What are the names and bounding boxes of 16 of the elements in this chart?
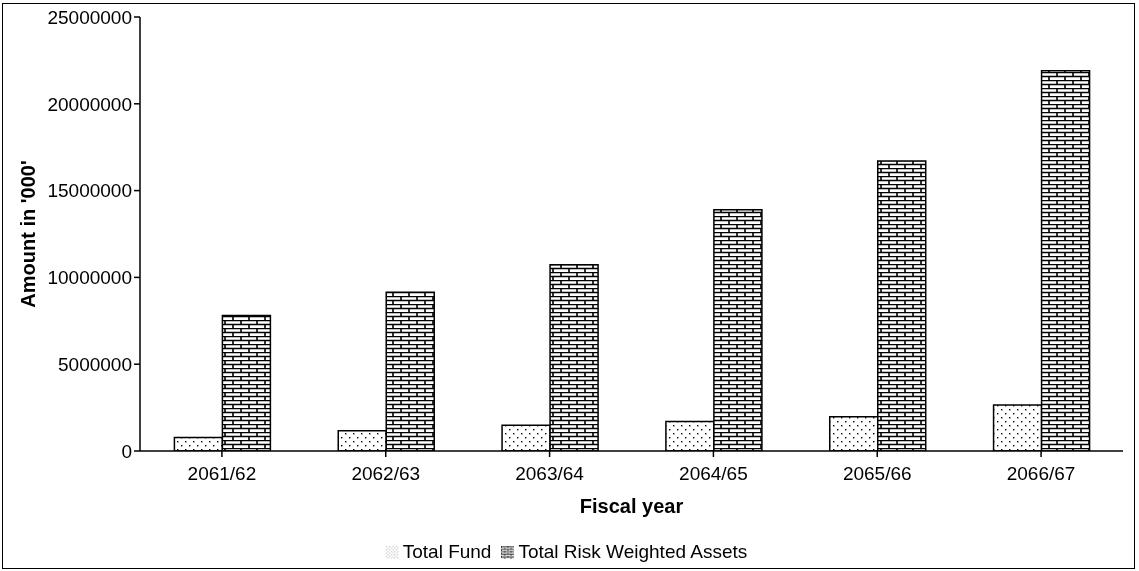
legend-label: Total Fund [402, 541, 492, 562]
y-axis-title: Amount in '000' [17, 160, 40, 308]
y-tick-label: 0 [121, 440, 132, 462]
y-tick-label: 5000000 [58, 353, 132, 375]
x-tick-label: 2065/66 [842, 463, 912, 485]
x-tick-label: 2063/64 [515, 463, 585, 485]
x-axis-title: Fiscal year [579, 495, 684, 517]
y-tick-label: 15000000 [47, 180, 132, 202]
x-tick-label: 2061/62 [187, 463, 257, 485]
x-tick-label: 2062/63 [351, 463, 421, 485]
legend-label: Total Risk Weighted Assets [518, 541, 748, 562]
y-tick-label: 20000000 [47, 93, 132, 115]
y-tick-label: 10000000 [47, 267, 132, 289]
x-tick-label: 2066/67 [1006, 463, 1076, 485]
x-tick-label: 2064/65 [679, 463, 748, 485]
y-tick-label: 25000000 [47, 6, 132, 28]
